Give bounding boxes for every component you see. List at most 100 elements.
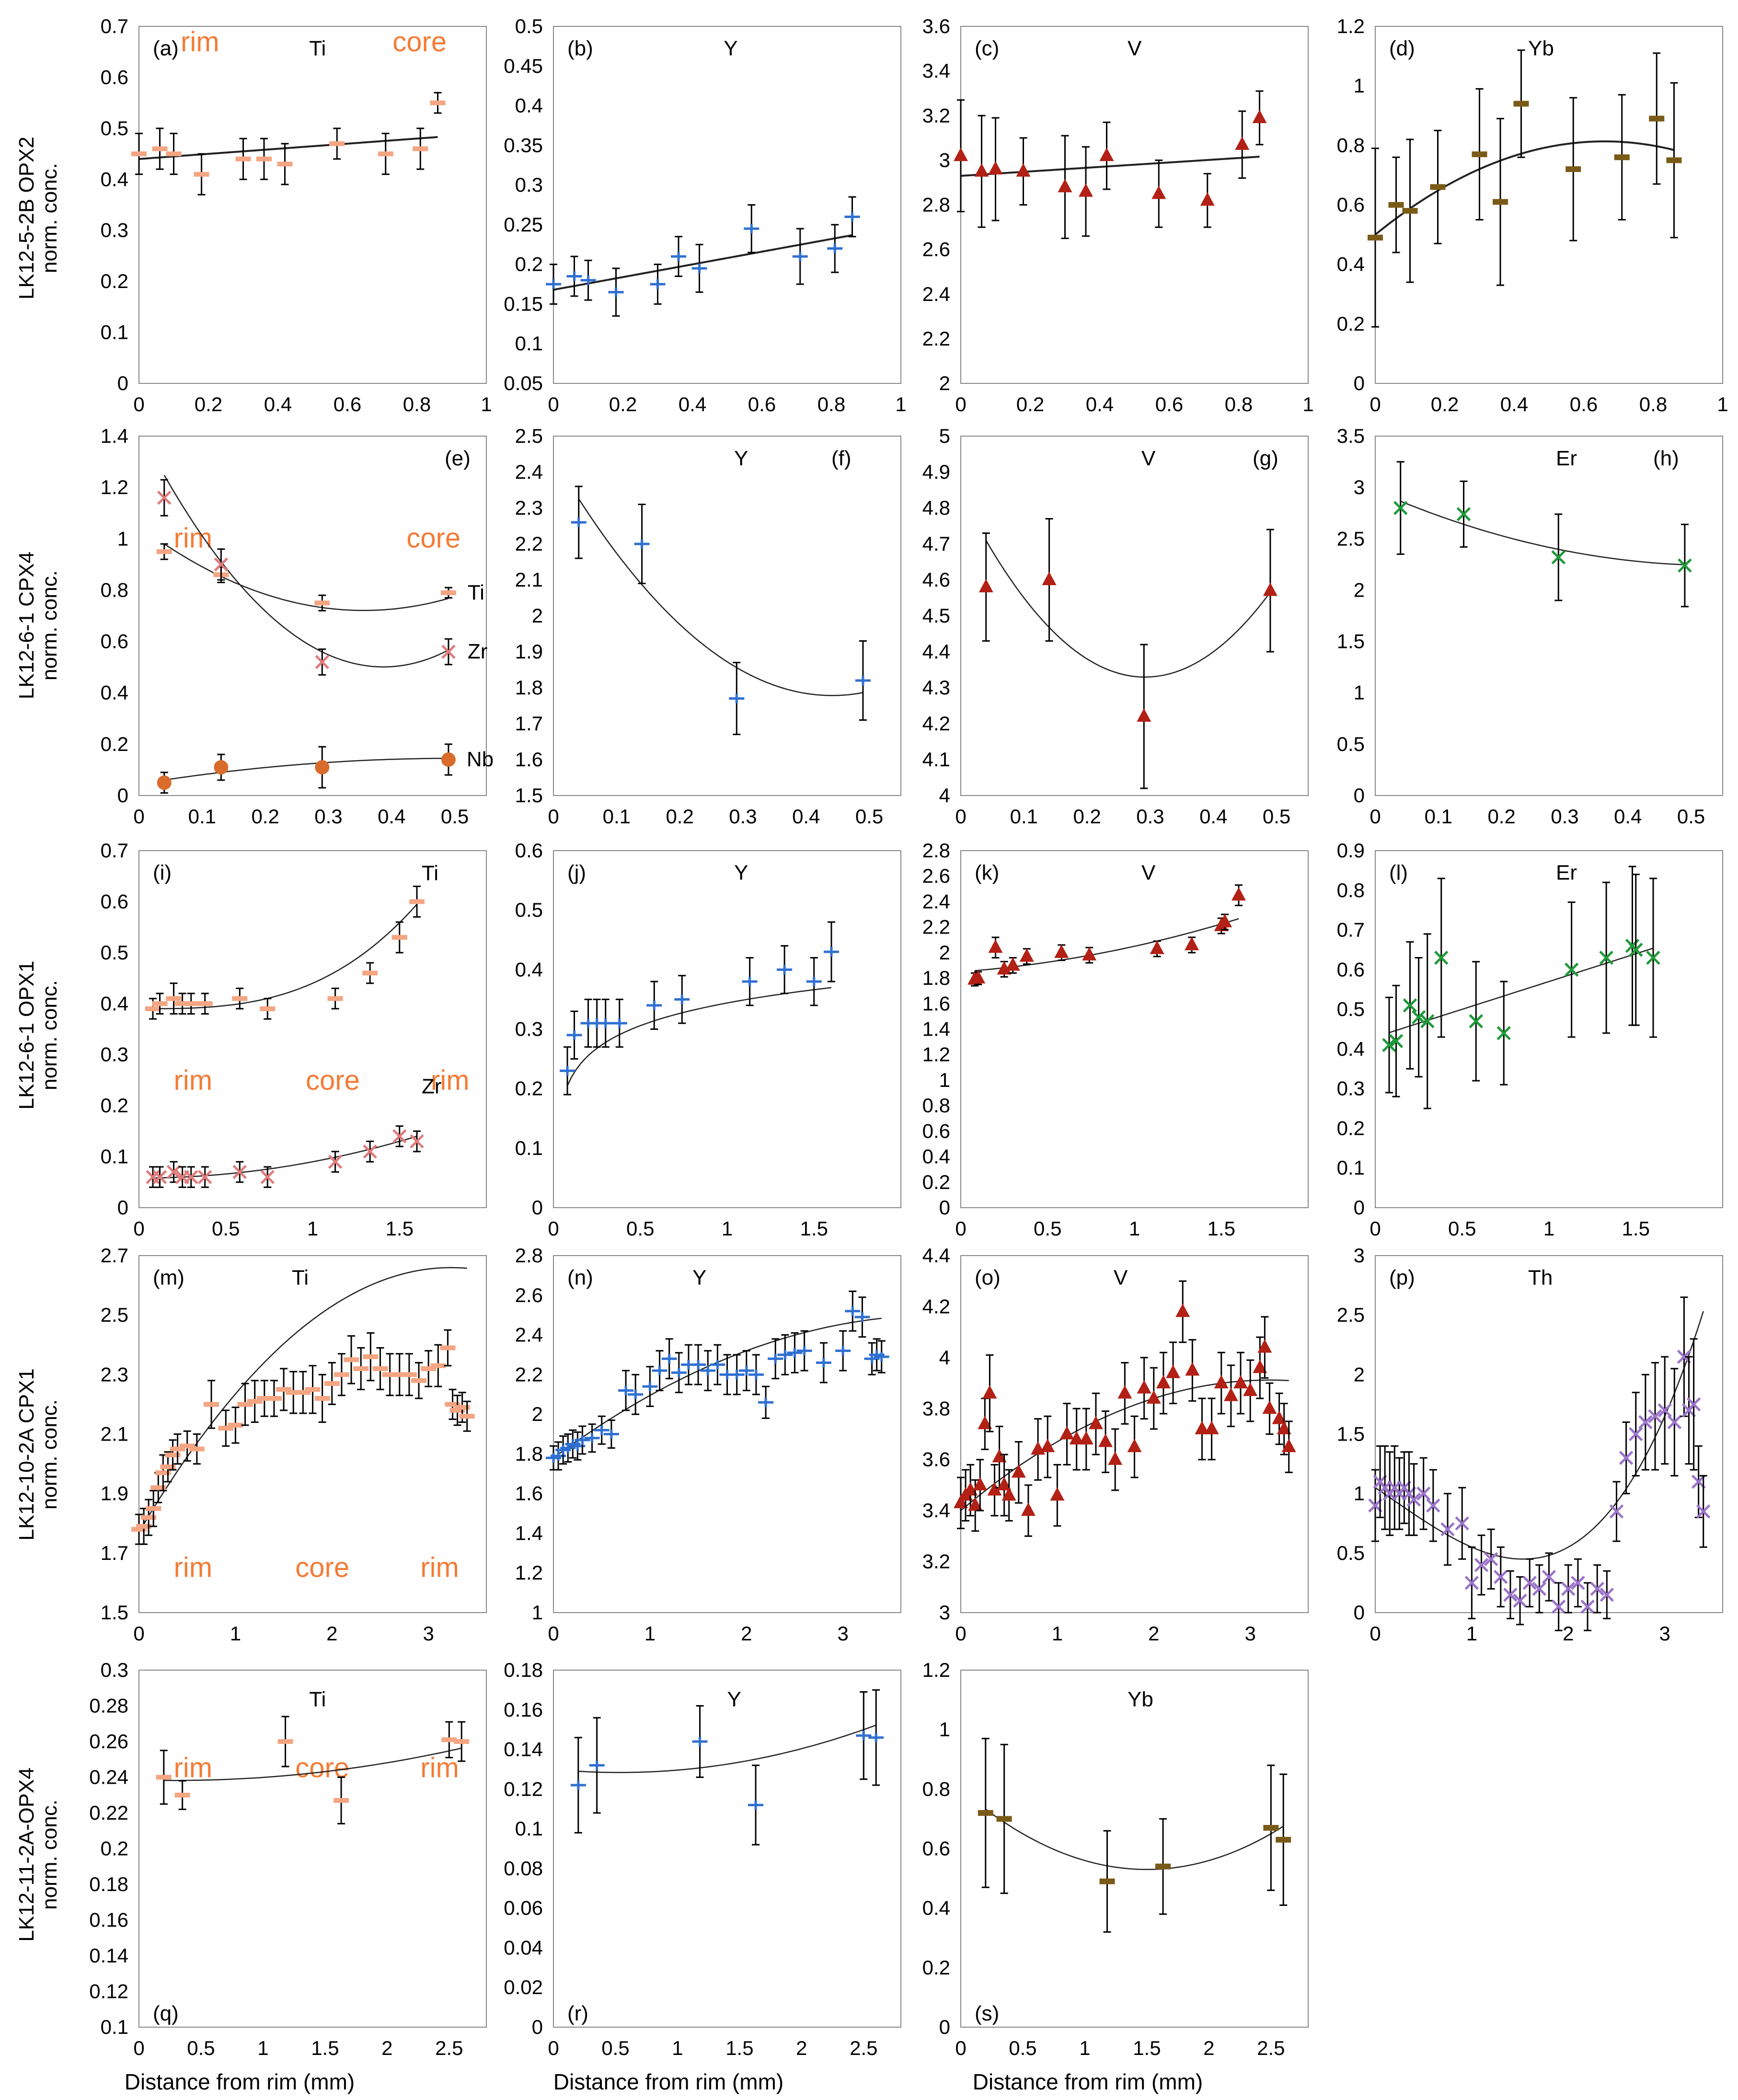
panel-s-xtick-label: 0.5 <box>1009 2037 1036 2059</box>
panel-k-ytick-label: 2.8 <box>922 839 950 862</box>
panel-i-Ti-point <box>166 996 182 1001</box>
panel-m-frame <box>138 1255 487 1613</box>
panel-e-xtick-label: 0.4 <box>378 805 405 828</box>
panel-n-ytick-label: 2 <box>532 1403 543 1425</box>
panel-g-V-point <box>1137 708 1151 722</box>
panel-q-frame <box>138 1670 487 2028</box>
panel-m-Ti-point <box>170 1446 185 1452</box>
panel-a-ytick-label: 0.2 <box>101 270 128 292</box>
panel-o-V-point <box>954 1495 968 1509</box>
panel-q-ytick-label: 0.22 <box>89 1801 128 1824</box>
panel-p-Th-point <box>1619 1451 1634 1465</box>
panel-q-Ti-point <box>156 1775 172 1780</box>
panel-n-Y-point <box>671 1368 687 1378</box>
panel-q-Ti-point <box>174 1792 190 1798</box>
panel-i-Ti-point <box>232 996 248 1001</box>
panel-c-ytick-label: 2.4 <box>922 283 950 305</box>
panel-n-Y-point <box>874 1352 889 1362</box>
panel-p-frame <box>1375 1255 1723 1613</box>
panel-g-ytick-label: 4.2 <box>922 712 950 735</box>
panel-d-xtick-label: 0 <box>1370 393 1381 415</box>
panel-l: 0 0.1 0.2 0.3 0.4 0.5 0.6 0.7 0.8 0.9 0 0.5 1 1.5 (l) E… <box>1337 839 1723 1240</box>
panel-k-xtick-label: 0.5 <box>1034 1217 1061 1240</box>
panel-n-ytick-label: 1.2 <box>515 1561 543 1584</box>
panel-n-ytick-label: 1.8 <box>515 1442 543 1465</box>
panel-s-label: (s) <box>975 2002 999 2025</box>
row-label-3-line-2: norm. conc. <box>38 980 61 1090</box>
panel-l-Er-point <box>1411 1010 1426 1025</box>
panel-m-Ti-point <box>353 1366 369 1371</box>
panel-k-V-point <box>1232 887 1246 901</box>
panel-p-label: (p) <box>1389 1266 1415 1290</box>
panel-g-element-label: V <box>1141 447 1156 470</box>
panel-m-Ti-point <box>363 1354 379 1360</box>
panel-m-Ti-point <box>146 1506 161 1511</box>
panel-p-Th-point <box>1667 1415 1682 1430</box>
panel-h-ytick-label: 3 <box>1354 476 1365 498</box>
panel-i-ytick-label: 0 <box>117 1196 128 1219</box>
panel-i-Zr-point <box>260 1170 275 1184</box>
panel-j-Y-point <box>611 1018 627 1028</box>
panel-p-ytick-label: 0.5 <box>1337 1542 1365 1564</box>
panel-o-ytick-label: 3.2 <box>922 1550 950 1573</box>
panel-o-V-point <box>1233 1375 1248 1389</box>
panel-q-ytick-label: 0.28 <box>89 1695 128 1717</box>
panel-r-ytick-label: 0.14 <box>504 1738 543 1761</box>
panel-g-ytick-label: 4.9 <box>922 461 950 483</box>
panel-m-Ti-point <box>305 1387 321 1392</box>
panel-f-Y-point <box>855 676 871 685</box>
row-label-1-line-2: norm. conc. <box>38 163 61 273</box>
panel-r-ytick-label: 0.1 <box>515 1817 543 1840</box>
panel-i-Zr-point <box>232 1165 247 1179</box>
panel-s-ytick-label: 0.6 <box>922 1837 950 1860</box>
panel-m-Ti-point <box>256 1396 272 1401</box>
panel-m-Ti-point <box>314 1396 330 1401</box>
panel-b-ytick-label: 0.05 <box>504 372 543 394</box>
panel-s-Yb-point <box>978 1810 993 1816</box>
panel-n-ytick-label: 2.8 <box>515 1244 543 1267</box>
panel-h-frame <box>1375 436 1723 796</box>
panel-j-ytick-label: 0.2 <box>515 1077 543 1100</box>
panel-i-annotation-rim: rim <box>174 1065 213 1096</box>
panel-m-Ti-point <box>324 1381 340 1386</box>
panel-s-fit-curve <box>985 1809 1284 1870</box>
panel-n-Y-point <box>729 1370 745 1380</box>
panel-m-Ti-point <box>136 1523 152 1529</box>
panel-k-V-point <box>971 970 986 984</box>
panel-p-Th-point <box>1551 1599 1566 1614</box>
panel-k-ytick-label: 2.4 <box>922 890 950 912</box>
panel-r-xtick-label: 0.5 <box>601 2037 629 2059</box>
panel-k-V-point <box>997 961 1012 975</box>
panel-m: 1.5 1.7 1.9 2.1 2.3 2.5 2.7 0 1 2 3 (m) Ti rim core rim <box>101 1244 487 1645</box>
panel-i-Ti-point <box>327 996 343 1001</box>
panel-a-frame <box>138 26 487 384</box>
panel-e-fit-Nb <box>164 758 449 781</box>
panel-o-V-point <box>1257 1339 1272 1353</box>
panel-l-ytick-label: 0.4 <box>1337 1038 1365 1060</box>
panel-k-V-point <box>1082 947 1097 961</box>
panel-h-element-label: Er <box>1556 447 1577 470</box>
panel-n-xtick-label: 2 <box>741 1622 752 1645</box>
panel-g-frame <box>960 436 1309 796</box>
panel-l-Er-point <box>1496 1026 1511 1040</box>
panel-m-Ti-point <box>440 1345 456 1350</box>
panel-h-xtick-label: 0.3 <box>1551 805 1578 828</box>
panel-k-label: (k) <box>975 861 999 885</box>
panel-s: 0 0.2 0.4 0.6 0.8 1 1.2 0 0.5 1 1.5 2 2.5 (s) Yb <box>922 1659 1309 2059</box>
panel-i-Zr-point <box>328 1154 343 1169</box>
panel-n-Y-point <box>691 1360 706 1370</box>
panel-p-Th-point <box>1522 1576 1537 1590</box>
panel-p-ytick-label: 2 <box>1354 1363 1365 1385</box>
panel-n-Y-point <box>787 1348 803 1358</box>
panel-q-Ti-point <box>441 1737 457 1742</box>
panel-r-ytick-label: 0.06 <box>504 1897 543 1919</box>
panel-o-V-point <box>1069 1431 1084 1445</box>
panel-n-Y-point <box>845 1306 861 1316</box>
panel-k-xtick-label: 1.5 <box>1208 1217 1235 1240</box>
panel-l-ytick-label: 0.2 <box>1337 1117 1365 1139</box>
panel-m-Ti-point <box>430 1363 446 1368</box>
panel-o-V-point <box>987 1482 1002 1496</box>
panel-l-Er-point <box>1403 998 1417 1013</box>
panel-l-ytick-label: 0.5 <box>1337 998 1365 1020</box>
panel-o-label: (o) <box>975 1266 1001 1290</box>
